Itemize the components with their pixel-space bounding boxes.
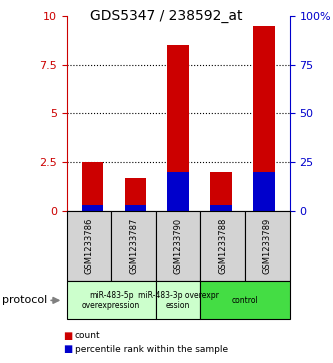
Bar bbox=[82, 205, 103, 211]
Text: GSM1233787: GSM1233787 bbox=[129, 218, 138, 274]
Text: percentile rank within the sample: percentile rank within the sample bbox=[75, 345, 228, 354]
Bar bbox=[253, 26, 275, 211]
Text: protocol: protocol bbox=[2, 295, 47, 305]
Bar bbox=[82, 162, 103, 211]
Text: ■: ■ bbox=[63, 331, 73, 341]
Text: count: count bbox=[75, 331, 101, 340]
Bar bbox=[210, 172, 232, 211]
Bar bbox=[210, 205, 232, 211]
Text: GSM1233786: GSM1233786 bbox=[84, 218, 94, 274]
Text: miR-483-5p
overexpression: miR-483-5p overexpression bbox=[82, 291, 140, 310]
Text: miR-483-3p overexpr
ession: miR-483-3p overexpr ession bbox=[138, 291, 218, 310]
Bar bbox=[125, 178, 146, 211]
Bar bbox=[167, 45, 189, 211]
Text: GSM1233788: GSM1233788 bbox=[218, 218, 227, 274]
Text: GSM1233790: GSM1233790 bbox=[173, 218, 183, 274]
Bar bbox=[253, 172, 275, 211]
Text: GDS5347 / 238592_at: GDS5347 / 238592_at bbox=[90, 9, 243, 23]
Text: control: control bbox=[232, 296, 258, 305]
Text: ■: ■ bbox=[63, 344, 73, 354]
Bar bbox=[167, 172, 189, 211]
Bar bbox=[125, 205, 146, 211]
Text: GSM1233789: GSM1233789 bbox=[263, 218, 272, 274]
